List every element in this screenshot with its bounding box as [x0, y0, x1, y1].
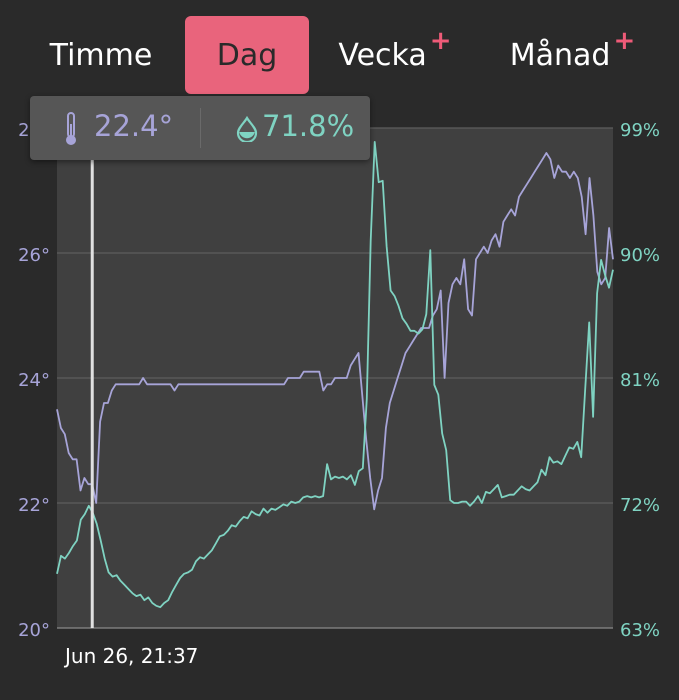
tab-month-premium-badge: + — [613, 26, 636, 56]
left-tick-label: 24° — [18, 370, 50, 391]
tooltip-humidity: 71.8% — [262, 109, 355, 143]
tab-day[interactable]: Dag — [185, 16, 309, 94]
tab-month[interactable]: Månad + — [500, 16, 645, 94]
tooltip-temperature: 22.4° — [94, 109, 174, 143]
tab-month-label: Månad — [509, 37, 611, 73]
period-tabs: Timme Dag Vecka + Månad + — [0, 0, 679, 110]
value-tooltip: 22.4° 71.8% — [30, 96, 370, 160]
thermometer-icon — [66, 112, 76, 145]
tooltip-divider — [200, 108, 201, 148]
right-tick-label: 81% — [620, 370, 660, 391]
right-tick-label: 72% — [620, 495, 660, 516]
left-tick-label: 22° — [18, 495, 50, 516]
cursor-timestamp: Jun 26, 21:37 — [65, 644, 199, 668]
right-tick-label: 63% — [620, 620, 660, 641]
tab-week[interactable]: Vecka + — [330, 16, 460, 94]
right-tick-label: 99% — [620, 120, 660, 141]
tab-hour-label: Timme — [49, 37, 153, 73]
tab-week-premium-badge: + — [429, 26, 452, 56]
tab-hour[interactable]: Timme — [40, 16, 162, 94]
humidity-series-line — [56, 140, 614, 609]
right-tick-label: 90% — [620, 245, 660, 266]
left-tick-label: 26° — [18, 245, 50, 266]
left-tick-label: 20° — [18, 620, 50, 641]
tab-week-label: Vecka — [338, 37, 427, 73]
tab-day-label: Dag — [216, 37, 278, 73]
droplet-icon — [236, 116, 258, 142]
temperature-series-line — [56, 152, 614, 511]
